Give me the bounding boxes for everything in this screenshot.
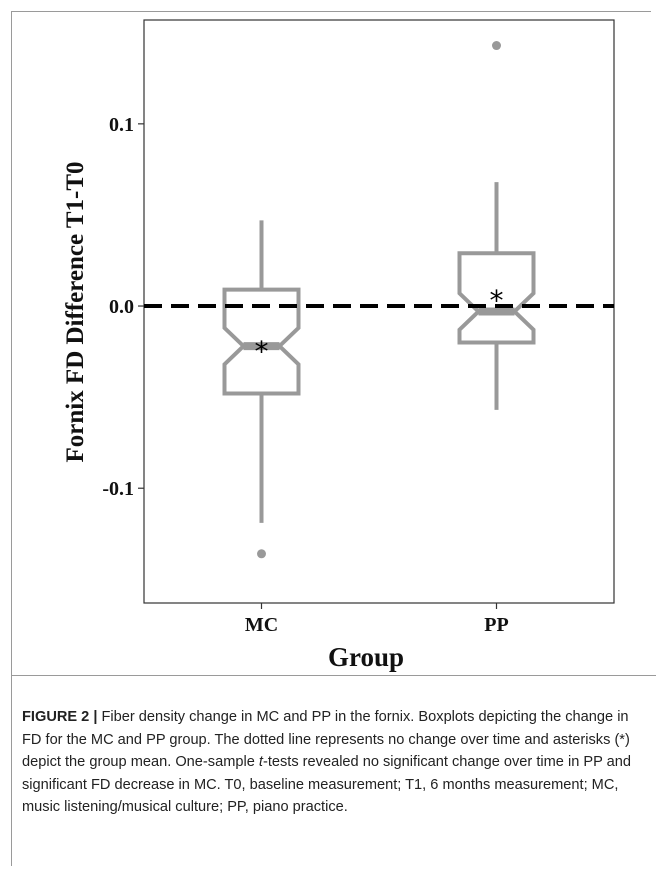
- box-mc: *: [222, 220, 301, 559]
- x-tick-label: MC: [245, 614, 278, 636]
- figure-label: FIGURE 2 |: [22, 709, 98, 725]
- mean-marker: *: [255, 335, 269, 368]
- box-pp: *: [457, 41, 536, 410]
- caption-italic-t: t: [258, 754, 263, 771]
- x-axis-label: Group: [328, 642, 404, 672]
- figure-caption: FIGURE 2 | Fiber density change in MC an…: [22, 706, 642, 819]
- caption-text-part2: -tests revealed no significant change ov…: [22, 754, 631, 816]
- y-tick-label: 0.1: [109, 114, 134, 136]
- boxplot-chart: 0.1 0.0 -0.1 * * MC PP Group Fornix FD Diffe…: [62, 19, 615, 672]
- caption-divider: [11, 675, 656, 676]
- x-tick-label: PP: [484, 614, 508, 636]
- y-axis-label: Fornix FD Difference T1-T0: [62, 161, 89, 462]
- outlier-point: [257, 549, 266, 559]
- outlier-point: [492, 41, 501, 51]
- y-tick-label: -0.1: [102, 478, 134, 500]
- caption-text-part1: Fiber density change in MC and PP in the…: [22, 709, 630, 771]
- plot-panel: [143, 19, 615, 604]
- y-tick-label: 0.0: [109, 296, 134, 318]
- mean-marker: *: [490, 284, 504, 317]
- box-body: [222, 287, 301, 396]
- figure-frame: [11, 11, 651, 866]
